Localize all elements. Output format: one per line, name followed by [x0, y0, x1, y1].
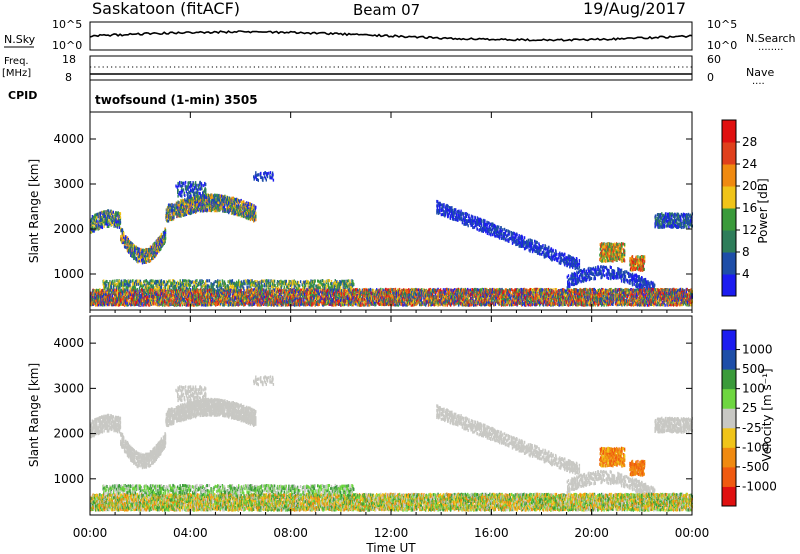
power-cell	[165, 229, 166, 232]
noise-tick-top-right: 10^5	[707, 18, 737, 31]
power-cell	[183, 199, 184, 202]
power-cell	[113, 211, 114, 214]
power-cell	[243, 200, 244, 203]
power-cell	[208, 194, 209, 197]
freq-panel-frame	[90, 56, 692, 80]
power-cell	[134, 256, 135, 259]
power-cell	[220, 195, 221, 198]
power-cell	[191, 211, 192, 214]
power-cell	[165, 236, 166, 239]
power-heatmap	[90, 171, 693, 307]
power-cell	[223, 203, 224, 206]
noise-tick-bottom-left: 10^0	[52, 39, 82, 52]
power-cell	[120, 212, 121, 215]
power-cell	[102, 226, 103, 229]
power-cell	[243, 203, 244, 206]
freq-unit-label: [MHz]	[2, 68, 31, 79]
noise-sky-trace	[90, 31, 692, 41]
noise-sky-line	[90, 31, 692, 41]
freq-tick-top: 18	[62, 53, 76, 66]
power-cell	[207, 209, 208, 212]
noise-tick-bottom-right: 10^0	[707, 39, 737, 52]
power-cell	[146, 257, 147, 260]
power-cell	[130, 241, 131, 244]
cpid-value: twofsound (1-min) 3505	[95, 93, 258, 107]
power-cell	[101, 216, 102, 219]
power-cell	[107, 221, 108, 224]
power-cell	[208, 209, 209, 212]
power-cell	[180, 199, 181, 202]
power-cell	[140, 248, 141, 251]
power-cell	[120, 216, 121, 219]
power-cell	[164, 240, 165, 243]
power-cell	[211, 204, 212, 207]
power-cell	[149, 255, 150, 258]
power-cell	[145, 255, 146, 258]
power-cell	[154, 242, 155, 245]
power-cell	[142, 249, 143, 252]
power-cell	[134, 252, 135, 255]
noise-search-legend: ........	[758, 42, 783, 53]
power-cell	[215, 209, 216, 212]
nave-tick-bottom: 0	[707, 71, 714, 84]
noise-sky-label: N.Sky	[4, 33, 36, 46]
nave-tick-top: 60	[707, 53, 721, 66]
beam-title: Beam 07	[353, 1, 420, 19]
noise-tick-top-left: 10^5	[52, 18, 82, 31]
nave-legend: ....	[752, 76, 765, 87]
power-cell	[231, 197, 232, 200]
power-cell	[91, 218, 92, 221]
power-cell	[214, 194, 215, 197]
date-title: 19/Aug/2017	[583, 0, 686, 18]
radar-summary-plot: Saskatoon (fitACF) Beam 07 19/Aug/2017 N…	[0, 0, 800, 554]
freq-tick-bottom: 8	[65, 71, 72, 84]
power-cell	[178, 201, 179, 204]
power-cell	[123, 232, 124, 235]
station-title: Saskatoon (fitACF)	[92, 0, 240, 18]
cpid-label: CPID	[8, 89, 37, 102]
power-cell	[153, 257, 154, 260]
power-cell	[120, 221, 121, 224]
power-cell	[117, 223, 118, 226]
power-cell	[174, 204, 175, 207]
power-cell	[168, 220, 169, 223]
power-cell	[150, 259, 151, 262]
power-cell	[119, 226, 120, 229]
power-cell	[129, 240, 130, 243]
freq-label: Freq.	[4, 56, 29, 67]
power-cell	[139, 248, 140, 251]
